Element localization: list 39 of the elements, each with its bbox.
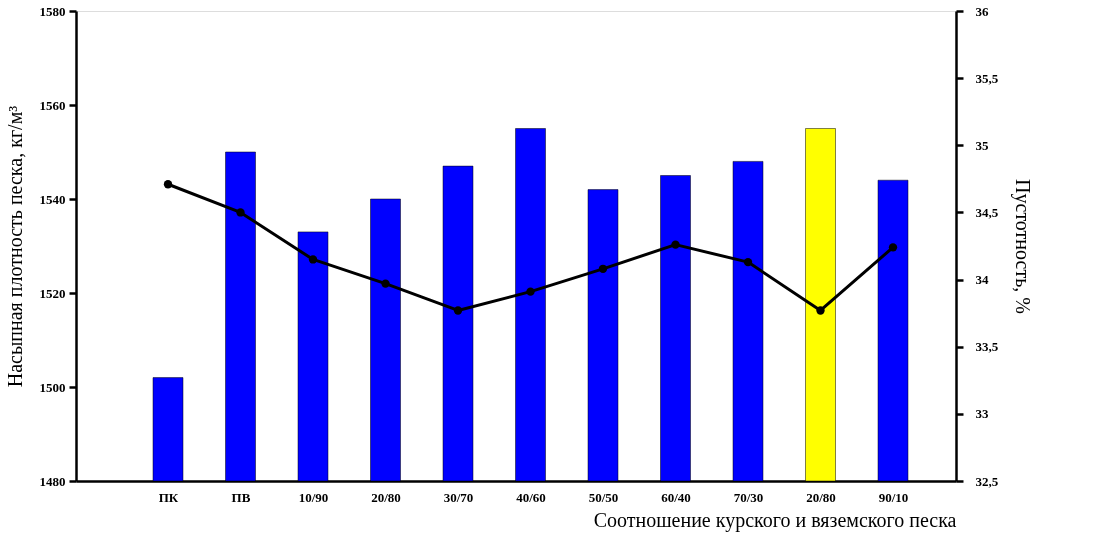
x-tick-label: ПВ xyxy=(231,489,251,505)
point xyxy=(236,208,245,217)
y2-axis-title: Пустотность, % xyxy=(1011,179,1035,314)
y-tick-label: 1560 xyxy=(39,97,66,113)
y2-tick-label: 32,5 xyxy=(975,473,999,489)
y-tick-label: 1540 xyxy=(39,191,66,207)
y2-tick-label: 33,5 xyxy=(975,339,999,355)
point xyxy=(598,264,608,273)
x-tick-label: 70/30 xyxy=(733,489,764,505)
x-tick-label: 50/50 xyxy=(588,489,619,505)
x-tick-label: ПК xyxy=(158,489,179,505)
y-tick-label: 1500 xyxy=(39,379,66,395)
x-tick-label: 60/40 xyxy=(661,489,691,505)
point xyxy=(308,255,318,264)
point xyxy=(743,257,753,267)
point xyxy=(163,180,173,189)
x-tick-label: 20/80 xyxy=(371,489,401,505)
x-tick-label: 10/90 xyxy=(298,489,329,505)
x-tick-label: 20/80 xyxy=(806,489,836,505)
y-axis-title: Насыпная плотность песка, кг/м³ xyxy=(3,105,26,388)
point xyxy=(816,306,825,315)
y2-tick-label: 36 xyxy=(975,3,989,19)
point xyxy=(453,306,463,315)
point xyxy=(526,287,535,296)
x-tick-label: 40/60 xyxy=(516,489,546,505)
x-axis-title: Соотношение курского и вяземского песка xyxy=(593,508,957,532)
y2-tick-label: 35 xyxy=(975,137,989,153)
point xyxy=(888,243,898,252)
x-tick-label: 30/70 xyxy=(443,489,474,505)
y2-tick-label: 33 xyxy=(975,406,989,422)
y2-tick-label: 34 xyxy=(975,272,989,288)
y-tick-label: 1520 xyxy=(39,285,66,301)
y-tick-label: 1480 xyxy=(39,473,66,489)
y2-tick-label: 35,5 xyxy=(975,70,999,86)
point xyxy=(671,240,680,249)
y-tick-label: 1580 xyxy=(39,3,66,19)
point xyxy=(381,279,390,288)
y2-tick-label: 34,5 xyxy=(975,204,999,220)
x-tick-label: 90/10 xyxy=(878,489,909,505)
